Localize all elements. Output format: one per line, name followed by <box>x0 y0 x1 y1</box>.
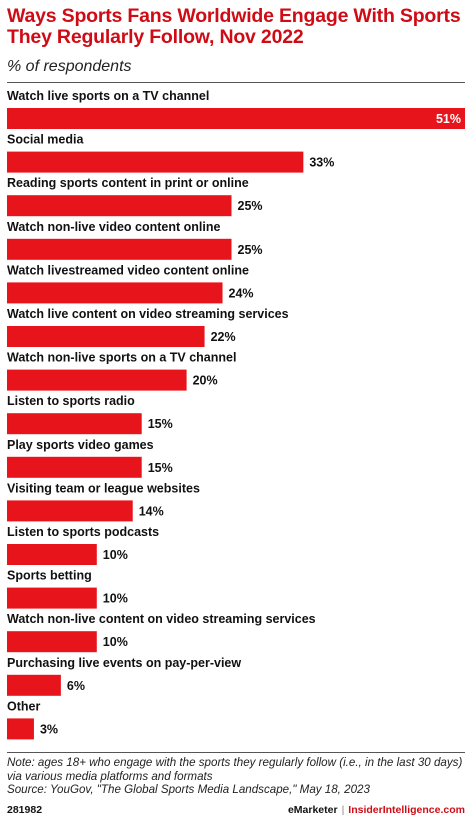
data-label: 14% <box>139 504 164 518</box>
data-label: 25% <box>238 199 263 213</box>
bar <box>7 674 61 696</box>
bar <box>7 500 133 522</box>
category-label: Sports betting <box>7 569 92 583</box>
bar-chart: Watch live sports on a TV channel 51% Soci… <box>7 89 465 740</box>
chart-title: Ways Sports Fans Worldwide Engage With S… <box>7 5 461 48</box>
category-label: Watch live sports on a TV channel <box>7 89 209 103</box>
data-label: 3% <box>40 722 58 736</box>
footnote: Note: ages 18+ who engage with the sport… <box>7 756 467 797</box>
bar <box>7 326 205 347</box>
footnote-source: Source: YouGov, "The Global Sports Media… <box>7 783 370 797</box>
data-label: 20% <box>193 374 218 388</box>
footer: 281982 eMarketer | InsiderIntelligence.com <box>7 804 465 818</box>
category-label: Watch non-live content on video streamin… <box>7 612 316 626</box>
data-label: 24% <box>229 286 254 300</box>
bar <box>7 151 304 173</box>
data-label: 22% <box>211 330 236 344</box>
data-label: 6% <box>67 679 85 693</box>
bar <box>7 456 142 478</box>
data-label: 15% <box>148 417 173 431</box>
category-label: Social media <box>7 133 84 147</box>
category-label: Reading sports content in print or onlin… <box>7 176 249 190</box>
bar <box>7 238 232 260</box>
category-label: Purchasing live events on pay-per-view <box>7 656 241 670</box>
brand-emarketer: eMarketer <box>287 804 338 816</box>
data-label: 10% <box>103 635 128 649</box>
bar <box>7 108 465 129</box>
brand-separator: | <box>341 804 345 816</box>
footnote-note: Note: ages 18+ who engage with the sport… <box>7 756 463 783</box>
bar <box>7 718 34 740</box>
chart-id: 281982 <box>7 804 43 816</box>
data-label: 25% <box>238 243 263 257</box>
data-label: 10% <box>103 548 128 562</box>
bar <box>7 369 187 391</box>
data-label: 15% <box>148 461 173 475</box>
bar <box>7 413 142 435</box>
data-label: 33% <box>309 156 334 170</box>
category-label: Watch livestreamed video content online <box>7 263 249 277</box>
category-label: Watch non-live video content online <box>7 220 220 234</box>
bottom-divider <box>7 752 465 753</box>
brand-insider-intelligence: InsiderIntelligence.com <box>348 804 465 816</box>
bar <box>7 282 223 304</box>
bar <box>7 587 97 609</box>
data-label: 10% <box>103 592 128 606</box>
bar <box>7 195 232 217</box>
footer-brand: eMarketer | InsiderIntelligence.com <box>288 804 465 816</box>
chart-subtitle: % of respondents <box>7 58 132 75</box>
category-label: Play sports video games <box>7 438 154 452</box>
category-label: Watch non-live sports on a TV channel <box>7 351 236 365</box>
category-label: Watch live content on video streaming se… <box>7 307 289 321</box>
category-label: Listen to sports podcasts <box>7 525 159 539</box>
category-label: Listen to sports radio <box>7 394 135 408</box>
bar <box>7 544 97 565</box>
top-divider <box>7 82 465 83</box>
category-label: Other <box>7 699 40 713</box>
bar <box>7 631 97 653</box>
data-label: 51% <box>436 112 461 126</box>
category-label: Visiting team or league websites <box>7 481 200 495</box>
